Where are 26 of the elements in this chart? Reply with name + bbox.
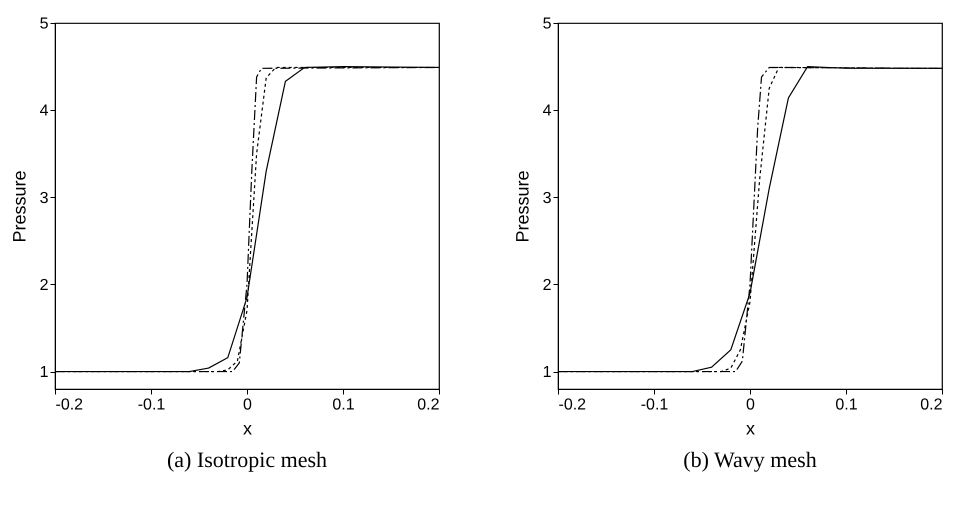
y-tick-label: 1 (40, 364, 49, 382)
x-axis-title: x (243, 418, 252, 438)
text: (a) Isotropic mesh (166, 447, 328, 472)
y-tick-label: 2 (40, 276, 49, 294)
x-tick-label: -0.2 (558, 396, 586, 414)
y-tick-label: 5 (542, 16, 552, 32)
x-tick-label: -0.1 (640, 396, 668, 414)
y-axis-title: Pressure (512, 170, 533, 243)
x-tick-label: 0 (243, 396, 252, 414)
text: (b) Wavy mesh (683, 447, 817, 472)
x-tick-label: 0.2 (417, 396, 440, 414)
y-tick-label: 4 (542, 102, 552, 120)
y-tick-label: 1 (542, 364, 552, 382)
y-tick-label: 4 (40, 102, 49, 120)
y-tick-label: 3 (542, 190, 552, 207)
x-tick-label: 0 (746, 396, 756, 414)
y-tick-label: 5 (40, 16, 49, 32)
y-axis-title: Pressure (10, 170, 30, 243)
x-tick-label: -0.2 (56, 396, 84, 414)
x-axis-title: x (746, 418, 755, 438)
y-tick-label: 3 (40, 190, 49, 207)
y-tick-label: 2 (542, 276, 552, 294)
x-tick-label: -0.1 (138, 396, 166, 414)
x-tick-label: 0.1 (835, 396, 858, 414)
x-tick-label: 0.1 (332, 396, 355, 414)
x-tick-label: 0.2 (920, 396, 943, 414)
